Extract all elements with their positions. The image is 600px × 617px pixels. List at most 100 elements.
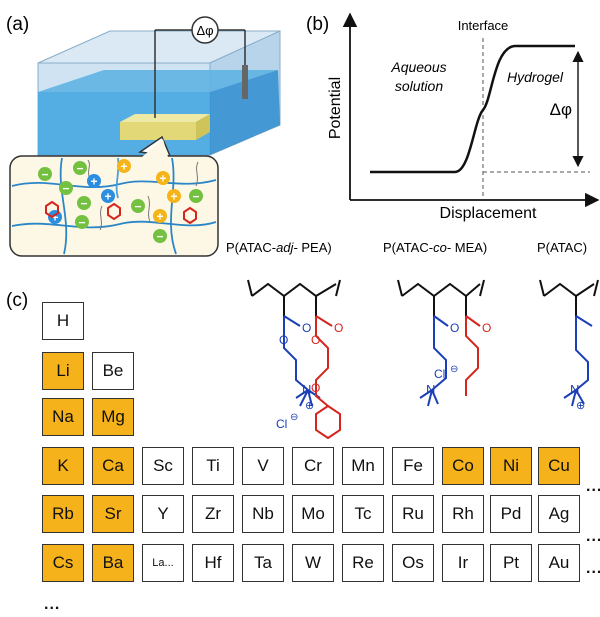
potential-curve (370, 44, 575, 174)
element-cell-ag: Ag (538, 495, 580, 533)
p2-n: N (426, 382, 435, 397)
element-cell-la: La... (142, 544, 184, 582)
element-cell-sc: Sc (142, 447, 184, 485)
ion-sign: + (90, 175, 97, 189)
element-cell-na: Na (42, 398, 84, 436)
element-cell-k: K (42, 447, 84, 485)
aqueous-label-1: Aqueous (390, 59, 446, 75)
element-cell-co: Co (442, 447, 484, 485)
ion-sign: − (156, 230, 163, 244)
polymer-3-structure (539, 279, 599, 407)
anion-icon (131, 199, 145, 213)
p1-n: N (302, 382, 311, 397)
polymer-structures: P(ATAC-adj- PEA) P(ATAC-co- MEA) P(ATAC)… (6, 240, 599, 440)
cation-icon (117, 159, 131, 173)
ion-sign: − (41, 168, 48, 182)
ion-sign: + (51, 211, 58, 225)
ion-sign: + (159, 172, 166, 186)
element-cell-ir: Ir (442, 544, 484, 582)
element-cell-au: Au (538, 544, 580, 582)
p1-o-1: O (302, 321, 311, 335)
element-cell-mg: Mg (92, 398, 134, 436)
p1-cl: Cl (276, 417, 287, 431)
ion-sign: − (80, 197, 87, 211)
anion-icon (75, 215, 89, 229)
polymer-3-name: P(ATAC) (537, 240, 587, 255)
aqueous-label-2: solution (395, 78, 443, 94)
element-cell-li: Li (42, 352, 84, 390)
anion-icon (73, 161, 87, 175)
element-cell-y: Y (142, 495, 184, 533)
panel-c-label: (c) (6, 290, 28, 311)
ion-sign: − (192, 190, 199, 204)
benzene-rings (45, 200, 197, 225)
p1-plus: ⊕ (305, 400, 314, 412)
voltmeter-icon (191, 16, 219, 44)
p1-o-4: O (311, 333, 320, 347)
p2-minus: ⊖ (450, 364, 458, 375)
ion-sign: + (170, 190, 177, 204)
element-cell-re: Re (342, 544, 384, 582)
element-cell-ti: Ti (192, 447, 234, 485)
electrodes: Δφ (154, 16, 248, 118)
p2-cl: Cl (434, 367, 445, 381)
element-cell-nb: Nb (242, 495, 284, 533)
voltmeter-label: Δφ (196, 23, 213, 38)
ion-sign: − (134, 200, 141, 214)
element-cell-rh: Rh (442, 495, 484, 533)
bottom-dots: ... (44, 596, 61, 613)
anion-icon (38, 167, 52, 181)
element-cell-pt: Pt (490, 544, 532, 582)
element-cell-cr: Cr (292, 447, 334, 485)
p1-o-3: O (334, 321, 343, 335)
element-cell-mo: Mo (292, 495, 334, 533)
element-cell-ni: Ni (490, 447, 532, 485)
polymer-1-structure (247, 279, 341, 440)
y-axis-label: Potential (327, 77, 344, 139)
delta-phi-label: Δφ (550, 100, 572, 119)
polymer-2-structure (397, 279, 485, 407)
cation-icon (167, 189, 181, 203)
element-cell-be: Be (92, 352, 134, 390)
cation-icon (153, 209, 167, 223)
element-cell-h: H (42, 302, 84, 340)
element-cell-ta: Ta (242, 544, 284, 582)
ion-sign: − (62, 182, 69, 196)
ion-sign: + (104, 190, 111, 204)
ion-sign: + (120, 160, 127, 174)
row-6-dots: ... (586, 560, 600, 577)
element-cell-v: V (242, 447, 284, 485)
ion-sign: − (76, 162, 83, 176)
ion-sign: − (78, 216, 85, 230)
p1-minus: ⊖ (290, 412, 298, 423)
row-4-dots: ... (586, 478, 600, 495)
p2-o-1: O (450, 321, 459, 335)
anion-icon (189, 189, 203, 203)
panel-a-label: (a) (6, 14, 29, 35)
water-tank (37, 30, 281, 156)
polymer-network (11, 157, 217, 255)
polymer-1-name: P(ATAC-adj- PEA) (226, 240, 332, 255)
element-cell-rb: Rb (42, 495, 84, 533)
interface-label: Interface (458, 18, 509, 33)
cation-icon (156, 171, 170, 185)
p1-o-5: O (311, 381, 320, 395)
anion-icon (77, 196, 91, 210)
element-cell-ca: Ca (92, 447, 134, 485)
element-cell-sr: Sr (92, 495, 134, 533)
p2-o-2: O (482, 321, 491, 335)
panel-b: (b) Potential Displacement Interface Aqu… (306, 12, 600, 222)
element-cell-cs: Cs (42, 544, 84, 582)
p3-plus: ⊕ (576, 400, 585, 412)
cation-icon (101, 189, 115, 203)
ions: − − ++−−++ +−−−++− (38, 159, 203, 244)
element-cell-zr: Zr (192, 495, 234, 533)
polymer-2-name: P(ATAC-co- MEA) (383, 240, 487, 255)
element-cell-ru: Ru (392, 495, 434, 533)
element-cell-hf: Hf (192, 544, 234, 582)
row-5-dots: ... (586, 528, 600, 545)
p3-n: N (570, 382, 579, 397)
ion-sign: + (156, 210, 163, 224)
element-cell-pd: Pd (490, 495, 532, 533)
